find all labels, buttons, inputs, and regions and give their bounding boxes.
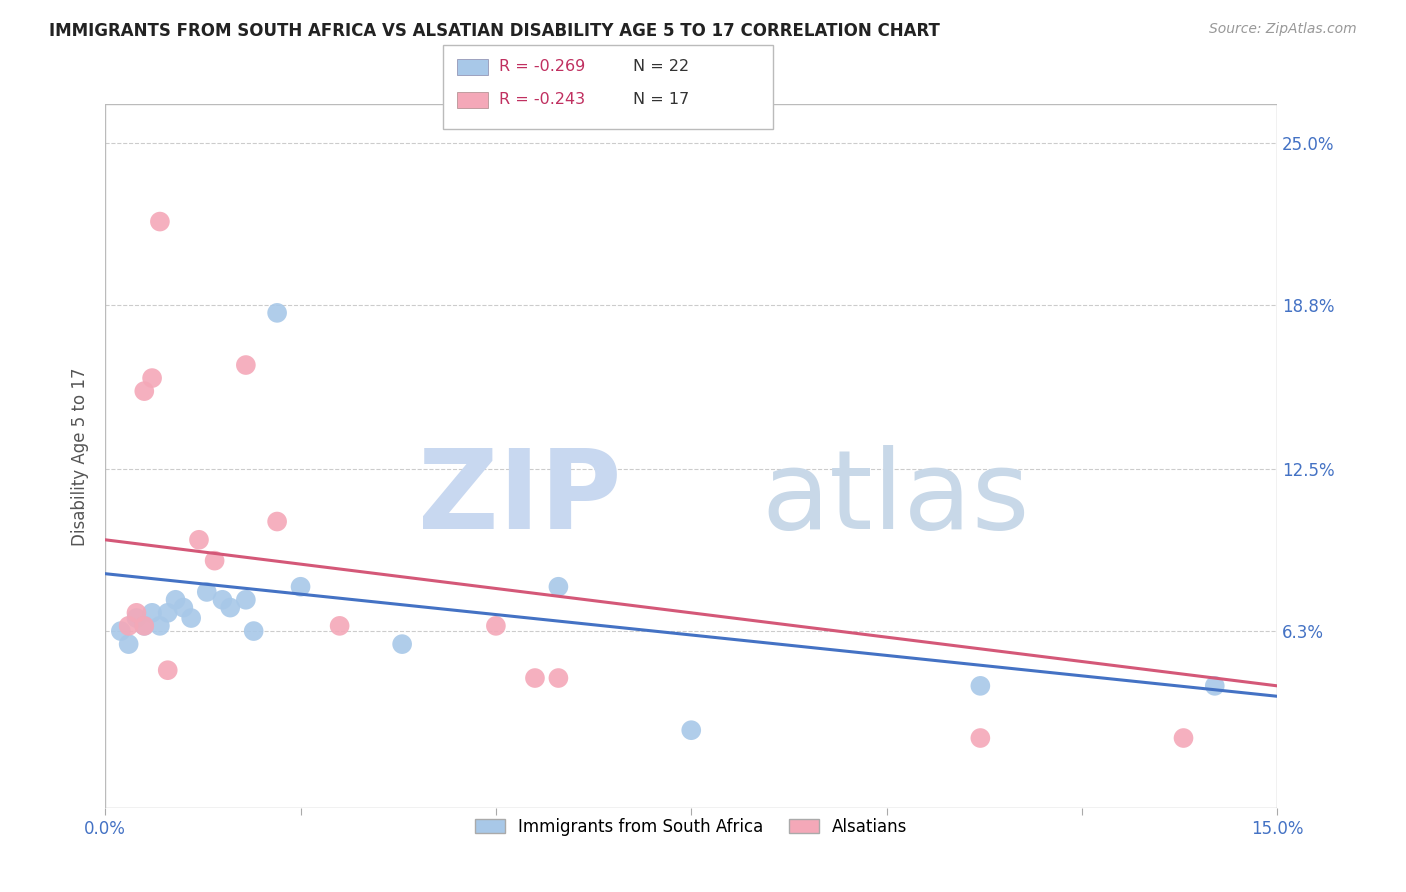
Point xyxy=(219,600,242,615)
Point xyxy=(266,515,288,529)
Point xyxy=(125,606,148,620)
Point xyxy=(118,637,141,651)
Point xyxy=(156,663,179,677)
Y-axis label: Disability Age 5 to 17: Disability Age 5 to 17 xyxy=(72,368,89,546)
Point xyxy=(969,731,991,745)
Text: R = -0.269: R = -0.269 xyxy=(499,60,585,74)
Point xyxy=(149,214,172,228)
Point xyxy=(141,371,163,385)
Point xyxy=(165,592,187,607)
Text: Source: ZipAtlas.com: Source: ZipAtlas.com xyxy=(1209,22,1357,37)
Point xyxy=(235,592,257,607)
Point xyxy=(180,611,202,625)
Point xyxy=(204,554,226,568)
Point xyxy=(211,592,233,607)
Point xyxy=(969,679,991,693)
Point xyxy=(266,306,288,320)
Text: ZIP: ZIP xyxy=(418,445,621,552)
Point xyxy=(118,619,141,633)
Point xyxy=(1204,679,1226,693)
Point xyxy=(195,585,218,599)
Point xyxy=(134,619,156,633)
Point xyxy=(329,619,352,633)
Point xyxy=(141,606,163,620)
Point xyxy=(134,619,156,633)
Point xyxy=(188,533,211,547)
Point xyxy=(547,580,569,594)
Text: IMMIGRANTS FROM SOUTH AFRICA VS ALSATIAN DISABILITY AGE 5 TO 17 CORRELATION CHAR: IMMIGRANTS FROM SOUTH AFRICA VS ALSATIAN… xyxy=(49,22,941,40)
Point xyxy=(290,580,312,594)
Point xyxy=(391,637,413,651)
Point xyxy=(110,624,132,638)
Point xyxy=(485,619,508,633)
Point xyxy=(149,619,172,633)
Point xyxy=(681,723,703,738)
Text: N = 17: N = 17 xyxy=(633,93,689,107)
Point xyxy=(156,606,179,620)
Point xyxy=(523,671,546,685)
Point xyxy=(134,384,156,398)
Text: N = 22: N = 22 xyxy=(633,60,689,74)
Text: R = -0.243: R = -0.243 xyxy=(499,93,585,107)
Point xyxy=(125,611,148,625)
Text: atlas: atlas xyxy=(762,445,1031,552)
Point xyxy=(172,600,194,615)
Point xyxy=(242,624,264,638)
Point xyxy=(1173,731,1195,745)
Point xyxy=(547,671,569,685)
Legend: Immigrants from South Africa, Alsatians: Immigrants from South Africa, Alsatians xyxy=(468,811,914,842)
Point xyxy=(235,358,257,372)
